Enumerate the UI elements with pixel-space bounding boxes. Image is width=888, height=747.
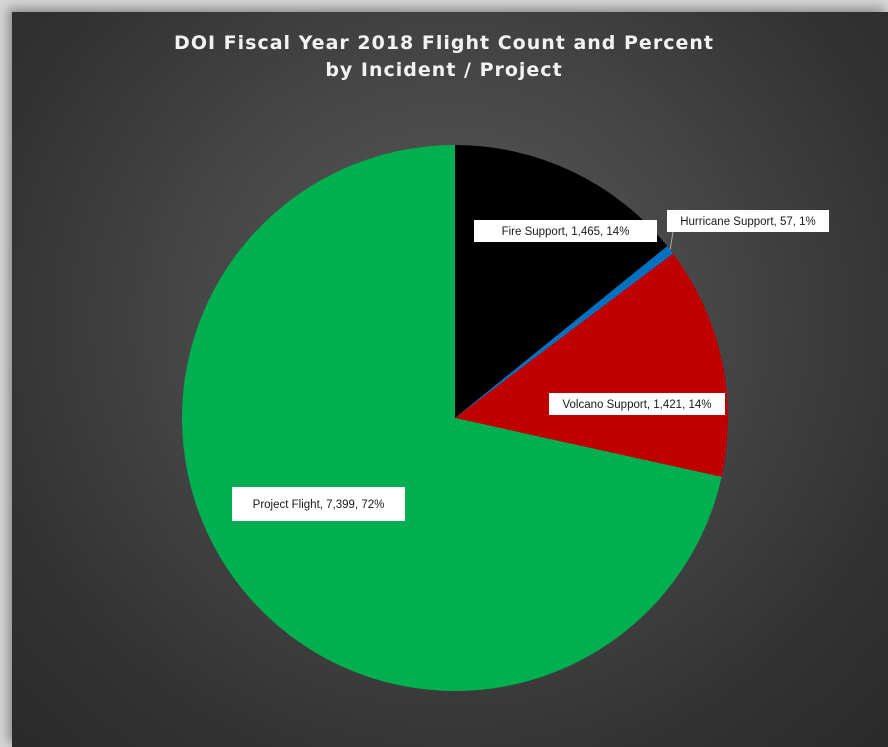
data-label-box — [667, 210, 829, 232]
leader-line-hurricane-support — [669, 231, 674, 250]
data-label-text: Volcano Support, 1,421, 14% — [563, 399, 712, 411]
pie-slice-hurricane-support — [455, 246, 673, 418]
data-label-text: Hurricane Support, 57, 1% — [680, 216, 816, 228]
data-label-text: Project Flight, 7,399, 72% — [253, 499, 385, 511]
pie-slice-volcano-support — [455, 253, 728, 477]
data-label-fire-support: Fire Support, 1,465, 14% — [474, 220, 657, 242]
data-label-text: Fire Support, 1,465, 14% — [502, 226, 630, 238]
pie-slices — [182, 145, 728, 691]
data-labels: Fire Support, 1,465, 14% Hurricane Suppor… — [232, 210, 829, 521]
chart-subtitle: by Incident / Project — [325, 59, 563, 81]
data-label-box — [232, 487, 405, 521]
pie-slice-project-flight — [182, 145, 722, 691]
pie-slice-fire-support — [455, 145, 668, 418]
data-label-project-flight: Project Flight, 7,399, 72% — [232, 487, 405, 521]
data-label-box — [549, 393, 725, 415]
data-label-box — [474, 220, 657, 242]
data-label-hurricane-support: Hurricane Support, 57, 1% — [667, 210, 829, 232]
data-label-volcano-support: Volcano Support, 1,421, 14% — [549, 393, 725, 415]
chart-title-line-1: DOI Fiscal Year 2018 Flight Count and Pe… — [174, 32, 714, 54]
chart-title: DOI Fiscal Year 2018 Flight Count and Pe… — [0, 30, 888, 84]
leader-lines — [669, 231, 674, 250]
